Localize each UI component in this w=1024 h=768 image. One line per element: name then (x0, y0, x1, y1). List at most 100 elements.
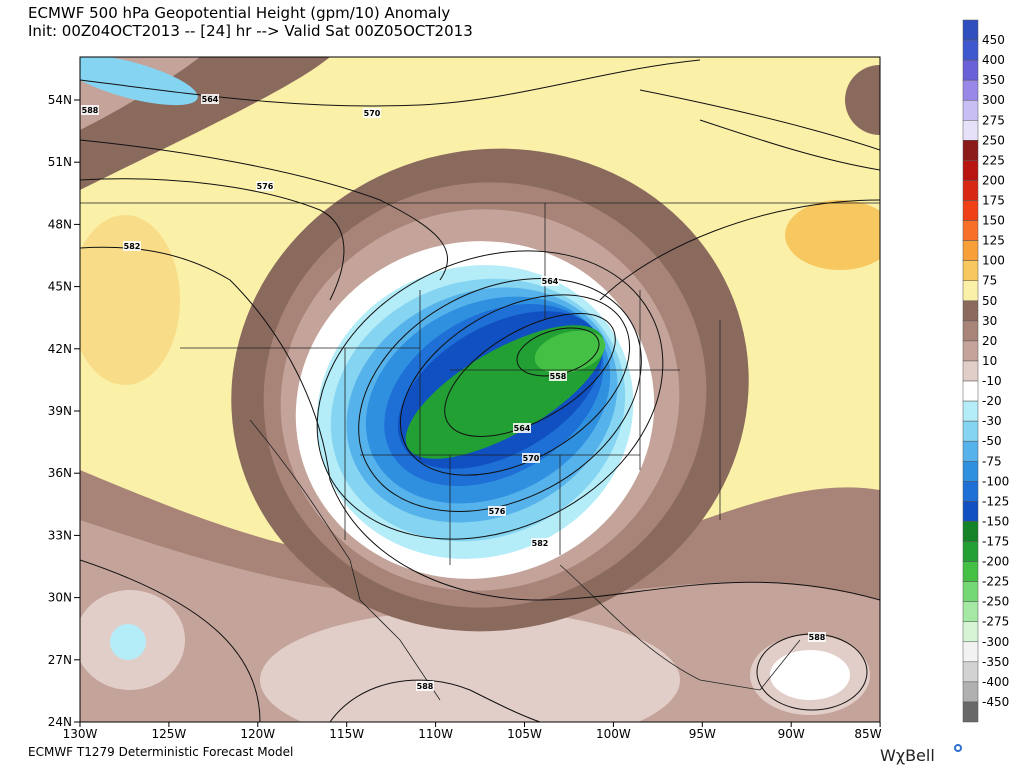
colorbar-swatch (962, 220, 979, 241)
lon-label: 85W (854, 727, 881, 741)
colorbar-label: -150 (982, 514, 1009, 528)
contour-label: 564 (542, 277, 559, 286)
contour-label-bg (363, 108, 381, 118)
contour-label-bg (531, 538, 549, 548)
contour-label: 576 (257, 182, 274, 191)
contour-label: 582 (124, 242, 141, 251)
lat-label: 33N (48, 528, 72, 542)
contour-label: 588 (809, 633, 826, 642)
lon-label: 105W (507, 727, 542, 741)
lon-label: 110W (418, 727, 453, 741)
colorbar-label: 400 (982, 53, 1005, 67)
colorbar-swatch (962, 320, 979, 342)
contour-label-bg (488, 506, 506, 516)
colorbar-swatch (962, 280, 979, 302)
title: ECMWF 500 hPa Geopotential Height (gpm/1… (28, 4, 450, 22)
colorbar-label: -450 (982, 695, 1009, 709)
colorbar-swatch (962, 440, 979, 462)
colorbar-label: -250 (982, 595, 1009, 609)
colorbar-label: 250 (982, 133, 1005, 147)
contour-label-bg (201, 94, 219, 104)
lat-label: 45N (48, 280, 72, 294)
colorbar-swatch (962, 300, 979, 322)
colorbar-label: -275 (982, 615, 1009, 629)
colorbar-swatch (962, 541, 979, 562)
colorbar-swatch (962, 661, 979, 683)
colorbar-label: -50 (982, 434, 1002, 448)
logo-dot (954, 744, 962, 752)
colorbar-label: -30 (982, 414, 1002, 428)
colorbar-label: -300 (982, 635, 1009, 649)
contour-label-bg (541, 276, 559, 286)
colorbar-swatch (962, 581, 979, 602)
lat-label: 51N (48, 155, 72, 169)
contour-label: 582 (532, 539, 549, 548)
colorbar-swatch (962, 701, 979, 723)
contour-label-bg (522, 453, 540, 463)
contour-label-bg (81, 105, 99, 115)
lon-label: 115W (329, 727, 364, 741)
lon-label: 100W (596, 727, 631, 741)
colorbar-swatch (962, 481, 979, 502)
lon-label: 130W (63, 727, 98, 741)
colorbar-label: -100 (982, 474, 1009, 488)
contour-label: 558 (550, 372, 567, 381)
lat-label: 39N (48, 404, 72, 418)
colorbar-swatch (962, 59, 979, 81)
colorbar-label: 450 (982, 33, 1005, 47)
lon-label: 125W (152, 727, 187, 741)
lat-label: 54N (48, 93, 72, 107)
contour-label-bg (808, 632, 826, 642)
lat-label: 27N (48, 653, 72, 667)
colorbar-label: 175 (982, 194, 1005, 208)
colorbar-label: -225 (982, 575, 1009, 589)
colorbar-swatch (962, 260, 979, 281)
colorbar-label: -200 (982, 555, 1009, 569)
contour-label: 564 (514, 424, 531, 433)
borders (80, 202, 880, 701)
colorbar-swatch (962, 79, 979, 101)
colorbar-label: 225 (982, 153, 1005, 167)
contours (80, 59, 880, 722)
contour-label: 588 (417, 682, 434, 691)
colorbar-label: 300 (982, 93, 1005, 107)
colorbar-label: 10 (982, 354, 997, 368)
colorbar-swatch (962, 601, 979, 622)
colorbar-swatch (962, 681, 979, 703)
colorbar-swatch (962, 39, 979, 61)
logo: WχBell (880, 746, 935, 765)
colorbar-swatch (962, 120, 979, 141)
colorbar-label: 350 (982, 73, 1005, 87)
colorbar-label: 150 (982, 214, 1005, 228)
contour-label-bg (123, 241, 141, 251)
colorbar-label: 30 (982, 314, 997, 328)
lat-label: 42N (48, 342, 72, 356)
colorbar-label: 125 (982, 234, 1005, 248)
colorbar-swatch (962, 561, 979, 582)
colorbar-label: 275 (982, 113, 1005, 127)
colorbar-swatch (962, 200, 979, 221)
colorbar-label: -350 (982, 655, 1009, 669)
colorbar-swatch (962, 340, 979, 362)
contour-label: 576 (489, 507, 506, 516)
colorbar-swatch (962, 160, 979, 181)
colorbar-swatch (962, 501, 979, 522)
subtitle: Init: 00Z04OCT2013 -- [24] hr --> Valid … (28, 22, 473, 40)
colorbar-label: 75 (982, 274, 997, 288)
colorbar-swatch (962, 420, 979, 442)
contour-label-bg (416, 681, 434, 691)
lat-label: 36N (48, 466, 72, 480)
colorbar-swatch (962, 621, 979, 643)
colorbar-label: 50 (982, 294, 997, 308)
lat-label: 30N (48, 591, 72, 605)
colorbar-label: 20 (982, 334, 997, 348)
colorbar-label: -125 (982, 494, 1009, 508)
contour-label-bg (256, 181, 274, 191)
colorbar-swatch (962, 641, 979, 663)
lat-label: 24N (48, 715, 72, 729)
contour-label-bg (513, 423, 531, 433)
colorbar-label: -400 (982, 675, 1009, 689)
colorbar-swatch (962, 99, 979, 121)
contour-label: 588 (82, 106, 99, 115)
